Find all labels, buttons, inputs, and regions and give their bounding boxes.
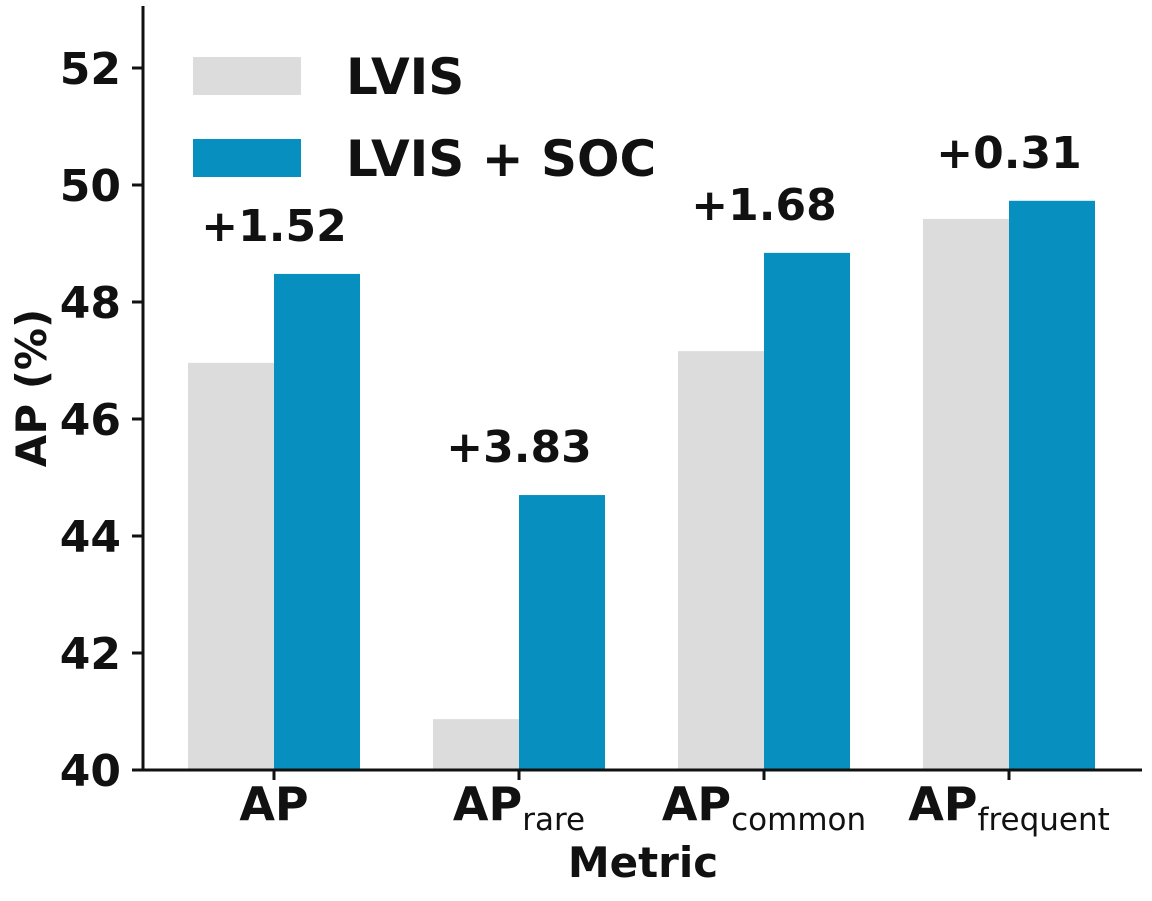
x-axis-label: Metric [568,838,718,887]
legend-swatch-lvis [193,57,301,95]
y-tick-label: 42 [60,629,121,680]
bar-lvis-soc-all [274,273,360,770]
x-tick-label-subscript: rare [522,802,585,838]
y-tick-label: 46 [60,395,121,446]
x-tick-label-base: AP [908,777,977,831]
y-tick-label: 48 [60,278,121,329]
axes-layer [141,6,1142,772]
y-tick-label: 50 [60,161,121,212]
y-tick-label: 44 [60,512,121,563]
bar-lvis-rare [433,719,519,770]
bars-layer [188,200,1095,771]
bar-lvis-soc-rare [519,495,605,770]
y-axis-label: AP (%) [7,309,56,467]
bar-lvis-frequent [923,218,1009,770]
delta-annotation: +3.83 [446,422,591,473]
y-ticks: 40 42 44 46 48 50 52 [60,44,143,797]
delta-annotation: +1.52 [201,201,346,252]
y-tick-label: 52 [60,44,121,95]
bar-lvis-common [678,351,764,770]
x-tick-label: APcommon [662,777,866,838]
y-tick-label: 40 [60,746,121,797]
delta-annotation: +0.31 [936,128,1081,179]
annotations: +1.52 +3.83 +1.68 +0.31 [201,128,1081,473]
x-tick-label: APrare [453,777,585,838]
legend-label-lvis-soc: LVIS + SOC [346,130,656,188]
x-tick-label: AP [239,777,308,831]
legend-swatch-lvis-soc [193,139,301,177]
x-ticks: AP APrare APcommon APfrequent [239,770,1110,838]
x-tick-label: APfrequent [908,777,1110,838]
delta-annotation: +1.68 [691,180,836,231]
x-tick-label-subscript: common [731,802,866,838]
bar-lvis-soc-frequent [1009,200,1095,771]
x-tick-label-base: AP [662,777,731,831]
x-tick-label-base: AP [453,777,522,831]
legend-label-lvis: LVIS [346,48,464,106]
bar-lvis-all [188,362,274,770]
x-tick-label-base: AP [239,777,308,831]
legend: LVIS LVIS + SOC [193,48,656,188]
bar-lvis-soc-common [764,252,850,771]
x-tick-label-subscript: frequent [978,802,1110,838]
